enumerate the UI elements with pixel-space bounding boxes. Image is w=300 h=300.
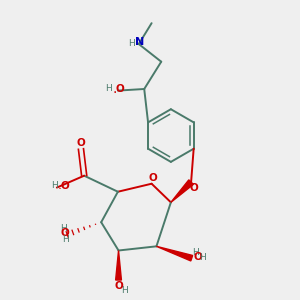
Text: H: H xyxy=(106,85,112,94)
Text: H: H xyxy=(62,235,69,244)
Text: O: O xyxy=(114,281,123,292)
Text: H: H xyxy=(51,182,58,190)
Text: O: O xyxy=(61,181,70,191)
Text: O: O xyxy=(149,173,158,183)
Text: O: O xyxy=(61,229,70,238)
Text: .: . xyxy=(112,82,117,96)
Text: H: H xyxy=(200,253,206,262)
Text: O: O xyxy=(116,84,124,94)
Polygon shape xyxy=(171,180,194,202)
Text: H: H xyxy=(192,248,199,257)
Text: .: . xyxy=(58,179,62,193)
Text: O: O xyxy=(193,252,202,262)
Text: N: N xyxy=(135,38,144,47)
Text: O: O xyxy=(76,138,85,148)
Polygon shape xyxy=(156,246,193,261)
Text: H: H xyxy=(122,286,128,295)
Text: H: H xyxy=(128,39,135,48)
Polygon shape xyxy=(116,250,122,280)
Text: H: H xyxy=(60,224,67,233)
Text: O: O xyxy=(189,183,198,193)
